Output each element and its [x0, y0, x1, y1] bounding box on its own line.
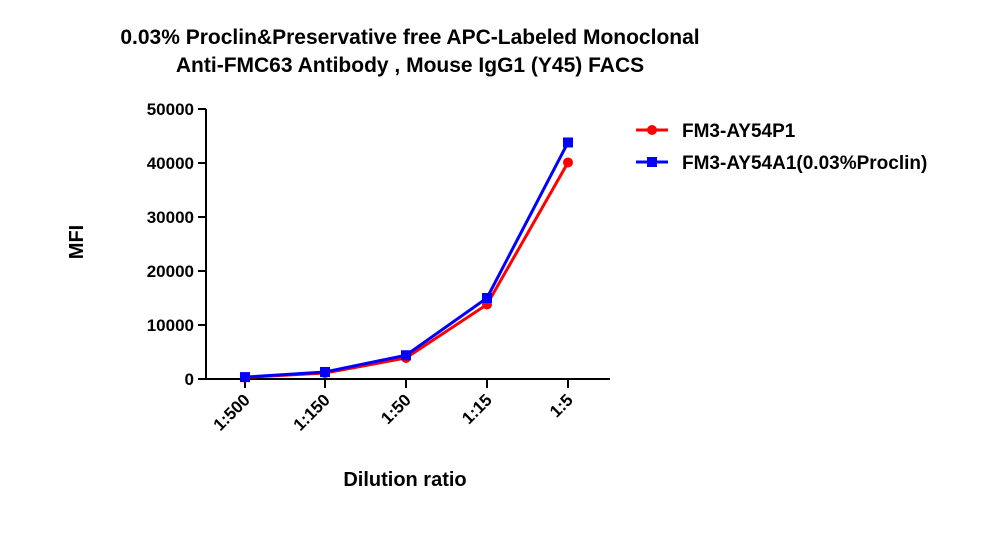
legend-label: FM3-AY54P1: [682, 121, 796, 142]
y-tick-label: 40000: [147, 154, 194, 173]
legend-label: FM3-AY54A1(0.03%Proclin): [682, 153, 927, 174]
x-axis-label: Dilution ratio: [343, 469, 466, 491]
data-point: [240, 372, 250, 383]
chart-title-line-1: 0.03% Proclin&Preservative free APC-Labe…: [120, 26, 699, 49]
data-point: [563, 157, 573, 168]
data-point: [482, 293, 492, 303]
y-tick-label: 20000: [147, 262, 194, 281]
series-1: [240, 157, 573, 383]
x-tick-label: 1:150: [290, 390, 334, 434]
series-layer: [240, 137, 573, 383]
axes: [205, 109, 610, 380]
x-tick-label: 1:15: [458, 390, 495, 427]
x-tick-label: 1:50: [377, 390, 414, 427]
data-point: [563, 137, 573, 148]
legend-item: FM3-AY54P1: [636, 121, 796, 142]
chart-title-line-2: Anti-FMC63 Antibody , Mouse IgG1 (Y45) F…: [176, 54, 644, 77]
series-line: [244, 141, 570, 379]
y-tick-label: 50000: [147, 100, 194, 119]
data-point: [320, 366, 330, 377]
x-tick-label: 1:500: [210, 390, 254, 434]
y-tick-label: 0: [185, 370, 194, 389]
data-point: [401, 350, 411, 361]
legend: FM3-AY54P1 FM3-AY54A1(0.03%Proclin): [636, 121, 927, 174]
series-2: [240, 137, 573, 383]
legend-marker: [647, 125, 657, 135]
x-tick-label: 1:5: [546, 390, 577, 421]
y-tick-label: 10000: [147, 316, 194, 335]
x-axis-ticks: 1:500 1:150 1:50 1:15 1:5: [210, 379, 577, 435]
legend-item: FM3-AY54A1(0.03%Proclin): [636, 153, 927, 174]
legend-marker: [647, 157, 657, 167]
y-axis-label: MFI: [66, 225, 88, 259]
y-tick-label: 30000: [147, 208, 194, 227]
y-axis-ticks: 0 10000 20000 30000 40000 50000: [147, 100, 206, 389]
series-line: [244, 161, 570, 379]
